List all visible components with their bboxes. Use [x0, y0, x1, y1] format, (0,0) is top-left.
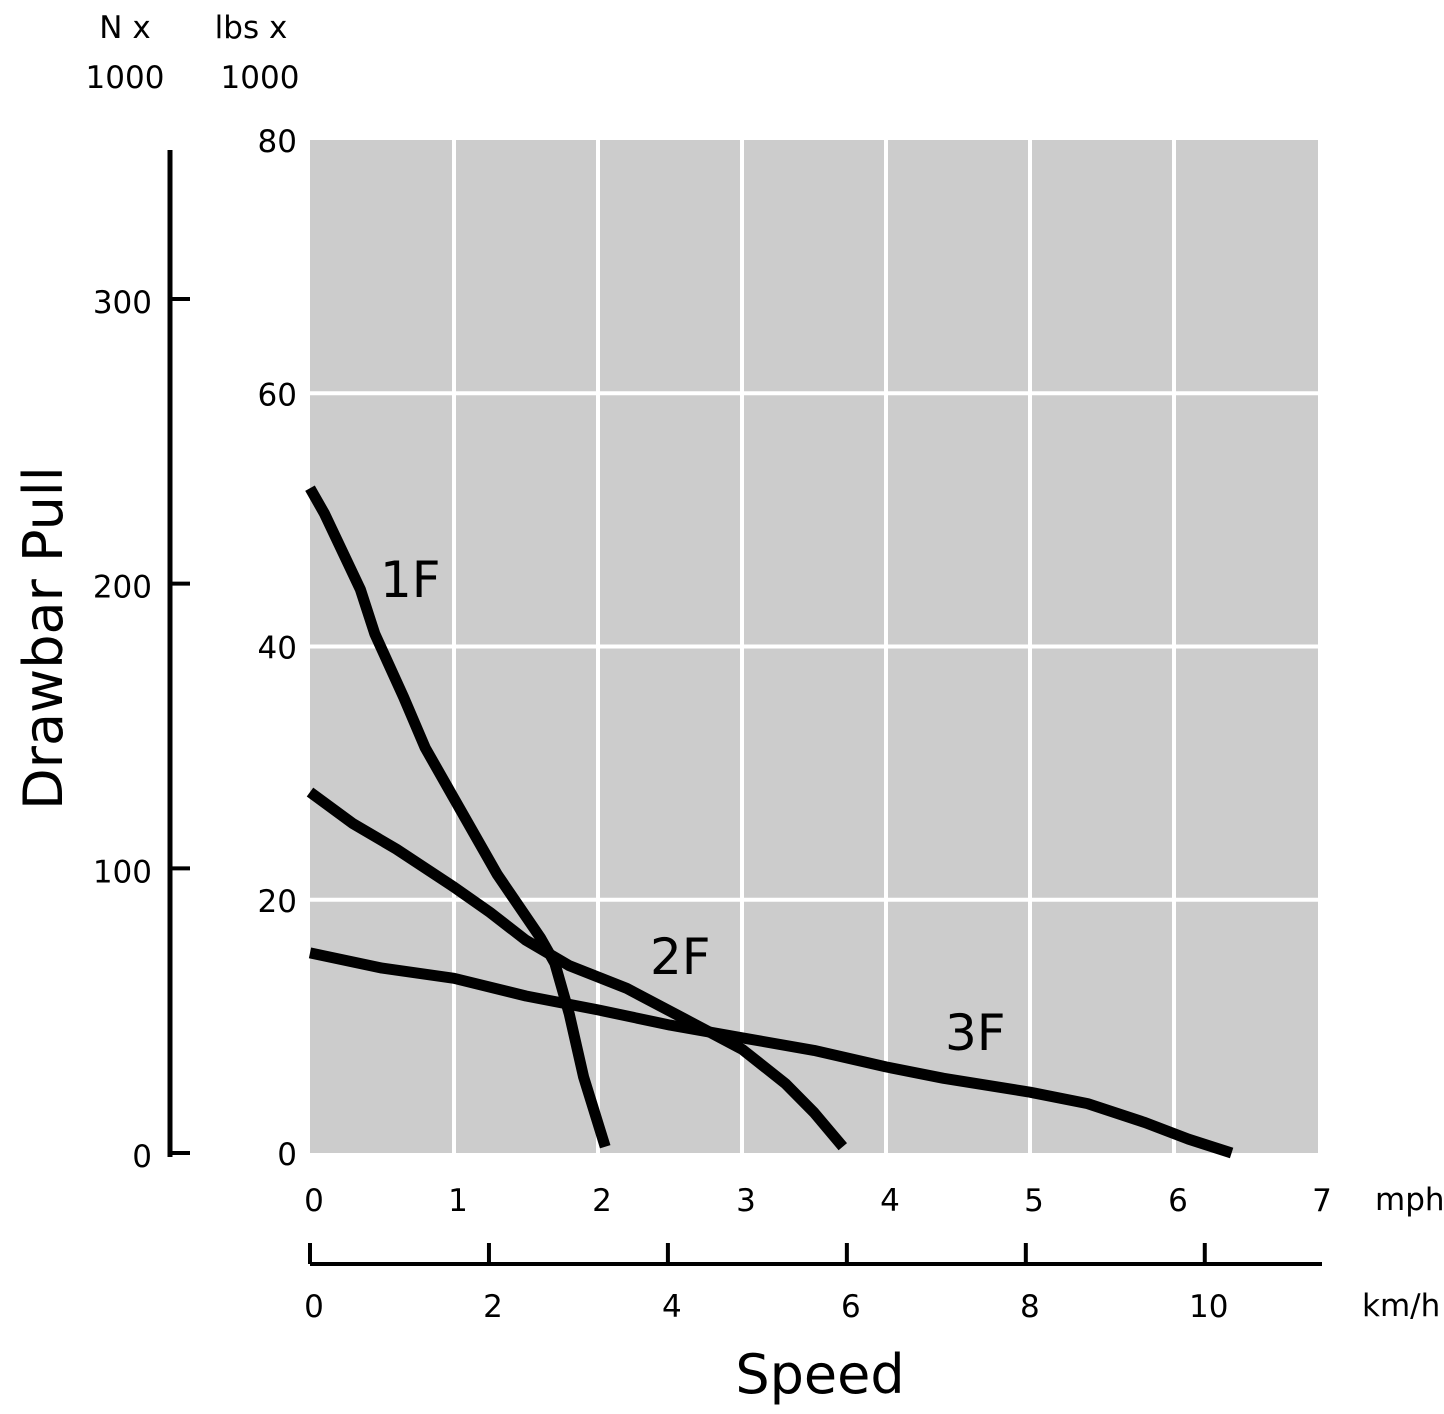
series-label-2F: 2F — [650, 928, 711, 986]
x-tick-label-kmh: 0 — [304, 1289, 324, 1325]
series-label-1F: 1F — [380, 551, 441, 609]
y-unit-lbs-line2: 1000 — [221, 60, 300, 96]
x-tick-label-mph: 7 — [1312, 1183, 1332, 1219]
y-tick-label-lbs: 60 — [258, 377, 297, 413]
x-ticks-mph: 0 1 2 3 4 5 6 7 — [304, 1183, 1332, 1219]
x-tick-label-mph: 5 — [1024, 1183, 1044, 1219]
y-axis-title: Drawbar Pull — [12, 466, 75, 810]
y-ticks-lbs: 0 20 40 60 80 — [258, 124, 297, 1173]
x-tick-label-kmh: 4 — [662, 1289, 682, 1325]
x-axis-kmh: 0 2 4 6 8 10 — [304, 1243, 1322, 1325]
y-tick-label-lbs: 40 — [258, 631, 297, 667]
x-tick-label-mph: 1 — [448, 1183, 468, 1219]
series-lines — [305, 485, 1234, 1159]
x-tick-label-mph: 6 — [1168, 1183, 1188, 1219]
y-unit-N-line2: 1000 — [86, 60, 165, 96]
x-tick-label-mph: 2 — [592, 1183, 612, 1219]
series-line-2F — [306, 787, 848, 1151]
y-tick-label-lbs: 0 — [277, 1137, 297, 1173]
series-label-3F: 3F — [945, 1004, 1006, 1062]
series-line-1F — [305, 485, 611, 1149]
x-unit-kmh: km/h — [1362, 1288, 1440, 1324]
y-tick-label-newton: 300 — [93, 285, 152, 321]
x-tick-label-mph: 0 — [304, 1183, 324, 1219]
x-tick-label-kmh: 6 — [841, 1289, 861, 1325]
y-tick-label-newton: 100 — [93, 854, 152, 890]
y-tick-label-lbs: 20 — [258, 884, 297, 920]
x-tick-label-kmh: 10 — [1189, 1289, 1228, 1325]
y-tick-label-newton: 200 — [93, 570, 152, 606]
y-unit-lbs-line1: lbs x — [215, 10, 288, 46]
x-axis-title: Speed — [735, 1343, 904, 1406]
grid-lines — [310, 140, 1318, 1153]
y-tick-label-lbs: 80 — [258, 124, 297, 160]
x-tick-label-mph: 3 — [736, 1183, 756, 1219]
series-line-3F — [308, 947, 1234, 1159]
x-tick-label-mph: 4 — [880, 1183, 900, 1219]
x-tick-label-kmh: 8 — [1020, 1289, 1040, 1325]
y-axis-newton: 0 100 200 300 — [93, 150, 190, 1175]
x-tick-label-kmh: 2 — [483, 1289, 503, 1325]
y-unit-N-line1: N x — [99, 10, 150, 46]
x-unit-mph: mph — [1375, 1182, 1444, 1218]
y-tick-label-newton: 0 — [132, 1139, 152, 1175]
